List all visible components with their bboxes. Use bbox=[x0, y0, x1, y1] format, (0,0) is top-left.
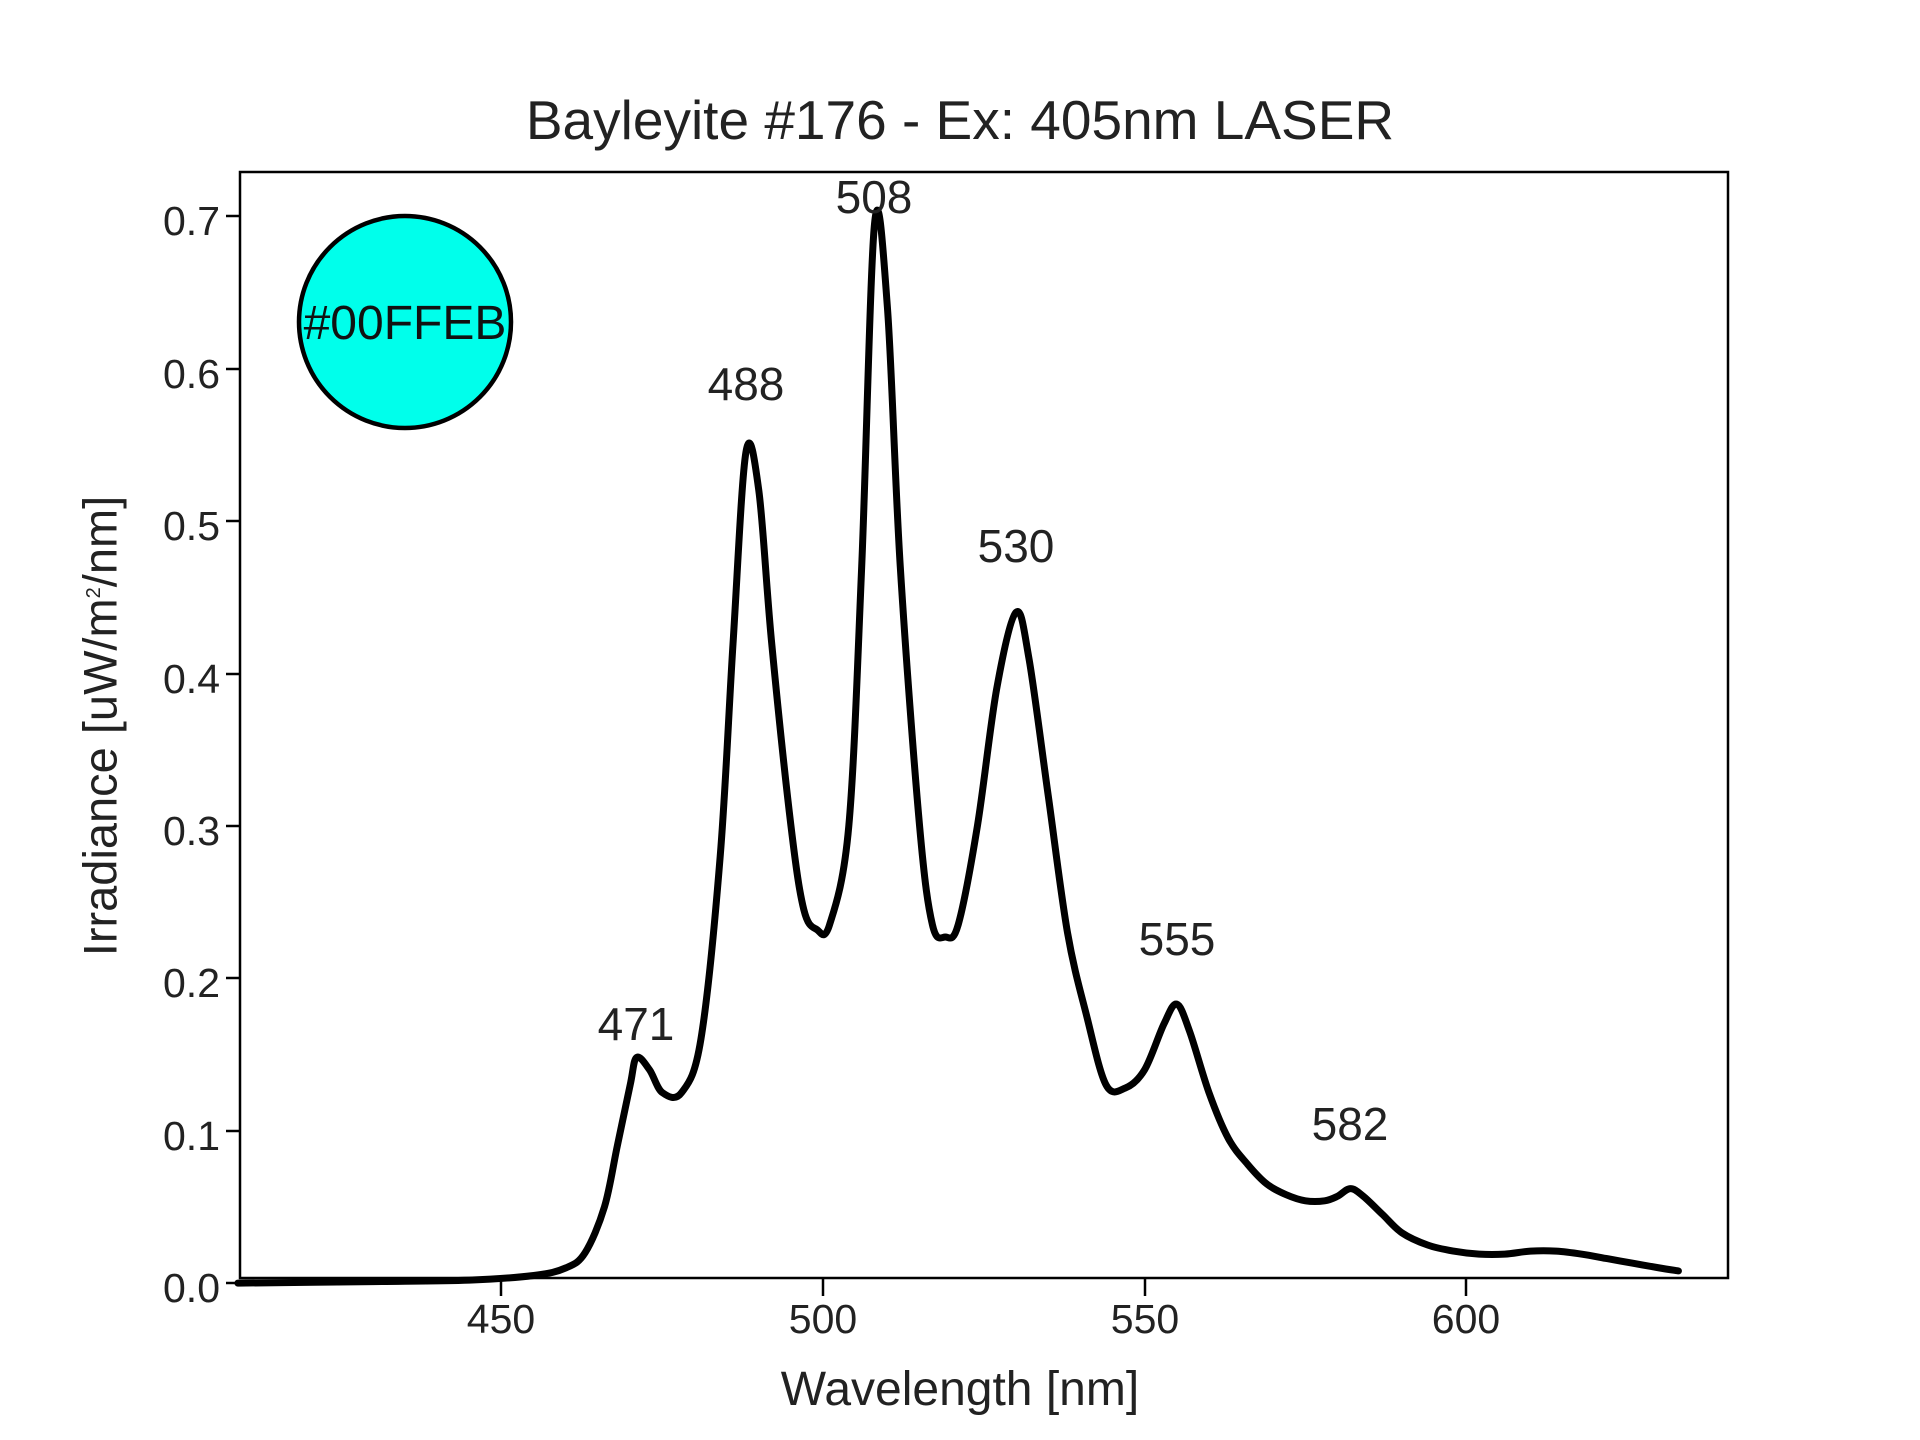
svg-text:582: 582 bbox=[1312, 1098, 1389, 1150]
svg-text:508: 508 bbox=[836, 171, 913, 223]
svg-text:#00FFEB: #00FFEB bbox=[304, 297, 507, 350]
svg-text:471: 471 bbox=[598, 998, 675, 1050]
svg-text:555: 555 bbox=[1139, 913, 1216, 965]
svg-text:530: 530 bbox=[978, 520, 1055, 572]
svg-text:488: 488 bbox=[708, 358, 785, 410]
